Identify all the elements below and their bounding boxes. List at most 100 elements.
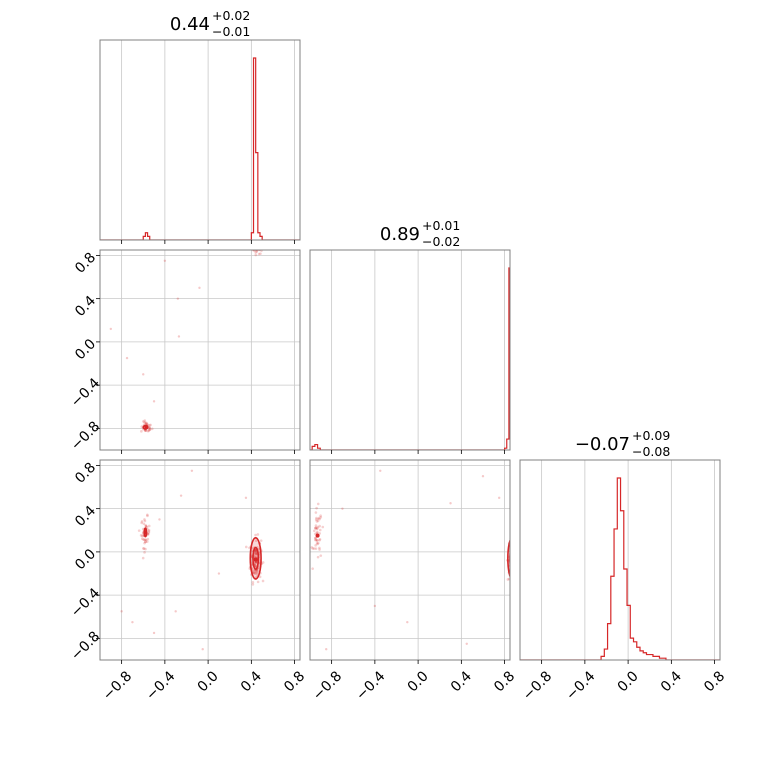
sample-point: [254, 553, 258, 557]
sample-point: [312, 547, 316, 550]
sample-point: [259, 244, 262, 247]
sample-point: [511, 550, 514, 553]
sample-point: [261, 561, 265, 564]
sample-point: [254, 552, 258, 556]
sample-point: [259, 242, 262, 245]
sample-point: [316, 555, 320, 559]
panel-frame: [309, 249, 511, 451]
sample-point: [254, 242, 257, 245]
sample-point: [256, 245, 259, 248]
histogram-panel-1: 0.89 +0.01−0.02: [309, 218, 511, 454]
sample-point: [255, 250, 259, 253]
density-contour: [253, 250, 260, 251]
sample-point: [315, 506, 318, 510]
sample-point: [512, 558, 515, 561]
sample-point: [144, 422, 148, 426]
panel-frame: [519, 459, 721, 661]
x-tick-label: 0.8: [281, 668, 308, 695]
panel-title-value: −0.07: [575, 434, 630, 455]
sample-point: [513, 555, 516, 558]
x-tick-label: −0.8: [310, 668, 345, 703]
sample-point: [253, 569, 257, 573]
sample-point: [314, 527, 317, 530]
sample-point: [253, 243, 256, 246]
y-tick-label: 0.0: [72, 546, 99, 573]
sample-point: [174, 610, 177, 613]
sample-point: [511, 553, 514, 556]
sample-point: [148, 426, 151, 429]
sample-point: [255, 247, 258, 250]
sample-point: [481, 475, 485, 478]
sample-point: [465, 642, 468, 645]
sample-point: [511, 541, 514, 544]
sample-point: [256, 240, 259, 243]
sample-point: [254, 241, 257, 244]
panel-title-plus: +0.01: [422, 218, 460, 233]
sample-point: [314, 544, 317, 547]
sample-point: [513, 554, 516, 557]
panel-content: [100, 57, 300, 240]
sample-point: [142, 547, 145, 550]
sample-point: [511, 557, 514, 560]
sample-point: [258, 244, 261, 247]
sample-point: [252, 242, 255, 245]
sample-point: [140, 537, 144, 541]
sample-point: [152, 631, 156, 635]
scatter-panel-0-1: −0.8 −0.4 0.0 0.4 0.8: [68, 240, 301, 454]
panel-frame: [309, 459, 511, 661]
sample-point: [143, 419, 147, 422]
sample-point: [511, 547, 514, 550]
sample-point: [253, 247, 256, 250]
sample-point: [190, 469, 194, 473]
sample-point: [314, 524, 318, 527]
sample-point: [513, 564, 516, 567]
sample-point: [147, 524, 151, 528]
sample-point: [511, 566, 514, 569]
sample-point: [142, 373, 145, 376]
sample-point: [142, 547, 146, 550]
sample-point: [511, 537, 514, 540]
panel-frame: [99, 249, 301, 451]
sample-point: [143, 420, 146, 424]
panel-title-plus: +0.02: [212, 8, 250, 23]
sample-point: [253, 246, 256, 249]
sample-point: [314, 526, 318, 529]
sample-point: [514, 541, 517, 544]
sample-point: [257, 245, 260, 248]
sample-point: [144, 429, 147, 432]
sample-point: [146, 429, 150, 433]
density-peak: [144, 425, 149, 430]
sample-point: [257, 244, 260, 247]
sample-point: [406, 620, 409, 624]
sample-point: [257, 246, 260, 249]
sample-point: [258, 245, 261, 248]
density-contour: [507, 538, 510, 579]
sample-point: [163, 259, 167, 263]
y-tick-label: 0.8: [72, 250, 99, 277]
panel-content: [109, 240, 263, 433]
sample-point: [143, 519, 147, 523]
x-tick-label: 0.0: [195, 668, 222, 695]
sample-point: [511, 557, 514, 560]
sample-point: [158, 518, 161, 521]
sample-point: [314, 547, 318, 550]
sample-point: [255, 570, 259, 574]
sample-point: [319, 514, 322, 517]
sample-point: [258, 241, 261, 244]
sample-point: [511, 570, 514, 573]
sample-point: [257, 247, 260, 250]
sample-point: [512, 558, 515, 561]
sample-point: [510, 548, 513, 551]
x-tick-label: −0.8: [520, 668, 555, 703]
sample-point: [145, 422, 149, 425]
sample-point: [254, 564, 257, 567]
sample-point: [316, 531, 319, 534]
sample-point: [140, 520, 144, 523]
sample-point: [256, 533, 260, 536]
sample-point: [318, 528, 322, 532]
sample-point: [511, 557, 514, 560]
sample-point: [512, 550, 515, 553]
y-tick-label: −0.8: [68, 628, 103, 663]
sample-point: [512, 562, 515, 565]
sample-point: [318, 517, 321, 521]
